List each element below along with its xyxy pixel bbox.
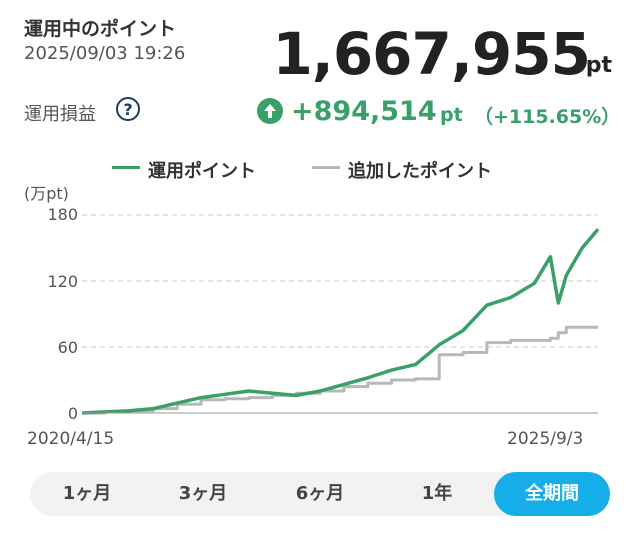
period-1-year-button[interactable]: 1年 [421,483,453,504]
y-tick-label: 0 [67,404,78,423]
profit-amount: +894,514 [291,96,437,127]
legend-label-invested: 運用ポイント [148,161,256,182]
series-line-added-points [82,325,598,415]
period-3-months-button[interactable]: 3ヶ月 [178,483,228,504]
x-start-label: 2020/4/15 [27,429,115,449]
total-points-value: 1,667,955 [272,20,591,88]
y-axis-unit-label: (万pt) [24,184,69,203]
x-end-label: 2025/9/3 [507,429,584,449]
y-tick-label: 60 [57,338,78,357]
series-line-invested-points [81,228,600,415]
legend-swatch-invested [112,166,140,169]
as-of-datetime: 2025/09/03 19:26 [24,43,186,64]
y-tick-label: 120 [47,272,78,291]
profit-label: 運用損益 [24,104,96,125]
help-icon[interactable]: ? [116,97,140,121]
profit-unit: pt [440,104,463,126]
page-title: 運用中のポイント [24,18,177,40]
period-1-month-button[interactable]: 1ヶ月 [62,483,112,504]
profit-percent: （+115.65%） [474,106,621,128]
y-tick-label: 180 [47,205,78,224]
points-chart [81,214,600,415]
legend-label-added: 追加したポイント [348,161,492,182]
legend-swatch-added [312,166,340,169]
total-points-unit: pt [585,53,612,78]
period-6-months-button[interactable]: 6ヶ月 [295,483,345,504]
arrow-up-icon [257,98,283,124]
period-all-button[interactable]: 全期間 [494,472,610,516]
